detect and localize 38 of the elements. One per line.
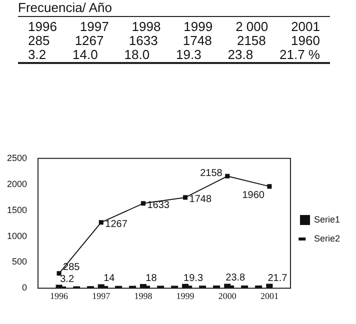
point bbox=[140, 201, 146, 206]
text: 285 1267 1633 1748 2158 1960 bbox=[28, 33, 320, 48]
point bbox=[266, 284, 273, 288]
text: 3.2 14.0 18.0 19.3 23.8 21.7 % bbox=[28, 47, 320, 62]
legend-label: Serie1 bbox=[314, 214, 340, 224]
y-tick-label: 2000 bbox=[6, 178, 28, 189]
point bbox=[267, 184, 272, 189]
point bbox=[98, 220, 104, 225]
data-label: 19.3 bbox=[184, 272, 204, 284]
text: 1996 1997 1998 1999 2 000 2001 bbox=[28, 19, 320, 34]
data-label: 1748 bbox=[189, 194, 212, 206]
y-tick-label: 500 bbox=[12, 256, 28, 267]
point bbox=[182, 284, 189, 288]
x-tick-label: 2000 bbox=[218, 290, 237, 301]
x-tick-label: 2001 bbox=[260, 290, 278, 301]
chart-title: Frecuencia/ Año bbox=[18, 0, 330, 17]
y-tick-label: 1500 bbox=[6, 204, 28, 215]
data-label: 285 bbox=[63, 262, 80, 274]
x-tick-label: 1997 bbox=[92, 290, 111, 301]
legend-label: Serie2 bbox=[314, 233, 340, 244]
point bbox=[56, 271, 62, 276]
data-label: 1267 bbox=[105, 219, 128, 230]
x-tick-label: 1996 bbox=[50, 290, 69, 301]
x-tick-label: 1999 bbox=[176, 290, 195, 301]
y-tick-label: 0 bbox=[22, 282, 28, 293]
point bbox=[225, 174, 230, 178]
data-label: 21.7 bbox=[268, 272, 288, 284]
point bbox=[183, 195, 188, 200]
data-label: 1960 bbox=[242, 190, 265, 202]
data-label: 18 bbox=[146, 273, 158, 284]
x-tick-label: 1998 bbox=[134, 290, 153, 301]
point bbox=[224, 284, 231, 288]
data-label: 2158 bbox=[200, 168, 223, 179]
data-label: 3.2 bbox=[60, 274, 74, 285]
y-tick-label: 1000 bbox=[6, 230, 28, 241]
data-label: 23.8 bbox=[226, 272, 246, 284]
data-label: 14 bbox=[104, 273, 116, 284]
y-tick-label: 2500 bbox=[6, 152, 28, 163]
